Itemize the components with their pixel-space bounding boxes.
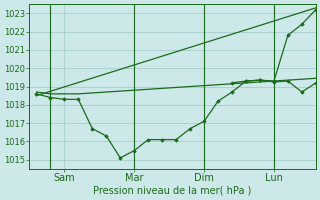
X-axis label: Pression niveau de la mer( hPa ): Pression niveau de la mer( hPa ) bbox=[93, 186, 252, 196]
